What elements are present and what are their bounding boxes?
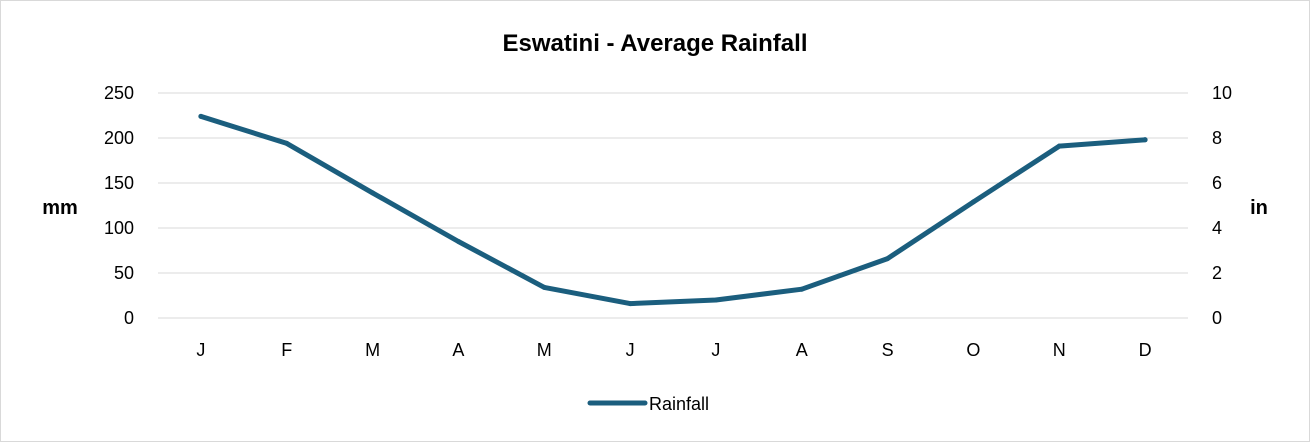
legend-label-rainfall: Rainfall [649,394,709,414]
y-tick-label: 200 [104,128,134,148]
y-tick-label: 0 [124,308,134,328]
y2-tick-label: 6 [1212,173,1222,193]
y-axis-left-label: mm [42,197,78,219]
y-tick-label: 50 [114,263,134,283]
y-tick-label: 150 [104,173,134,193]
data-point [198,113,204,119]
legend: Rainfall [587,394,709,414]
y2-tick-label: 4 [1212,218,1222,238]
y2-tick-label: 10 [1212,83,1232,103]
y-axis-right-ticks: 0 2 4 6 8 10 [1212,83,1232,328]
y-axis-right-label: in [1250,197,1268,219]
y-tick-label: 100 [104,218,134,238]
x-tick-label: S [882,340,894,360]
x-tick-label: J [711,340,720,360]
x-tick-label: O [966,340,980,360]
data-point [885,256,891,262]
data-point [370,190,376,196]
data-point [799,286,805,292]
data-point [713,297,719,303]
x-tick-label: J [196,340,205,360]
x-tick-label: A [796,340,808,360]
data-point [284,140,290,146]
x-tick-label: J [626,340,635,360]
data-point [541,284,547,290]
gridlines [158,92,1188,319]
data-point [970,199,976,205]
data-point [455,239,461,244]
x-tick-label: M [365,340,380,360]
x-tick-label: A [452,340,464,360]
x-tick-label: N [1053,340,1066,360]
y2-tick-label: 2 [1212,263,1222,283]
data-point [627,301,633,307]
series-layer [198,113,1148,307]
y2-tick-label: 0 [1212,308,1222,328]
x-tick-label: F [281,340,292,360]
y-tick-label: 250 [104,83,134,103]
x-tick-label: D [1139,340,1152,360]
data-point [1056,143,1062,149]
y-axis-left-ticks: 0 50 100 150 200 250 [104,83,134,328]
data-point [1142,137,1148,143]
x-tick-label: M [537,340,552,360]
series-line-rainfall [198,113,1148,307]
chart-title: Eswatini - Average Rainfall [503,30,808,57]
y2-tick-label: 8 [1212,128,1222,148]
